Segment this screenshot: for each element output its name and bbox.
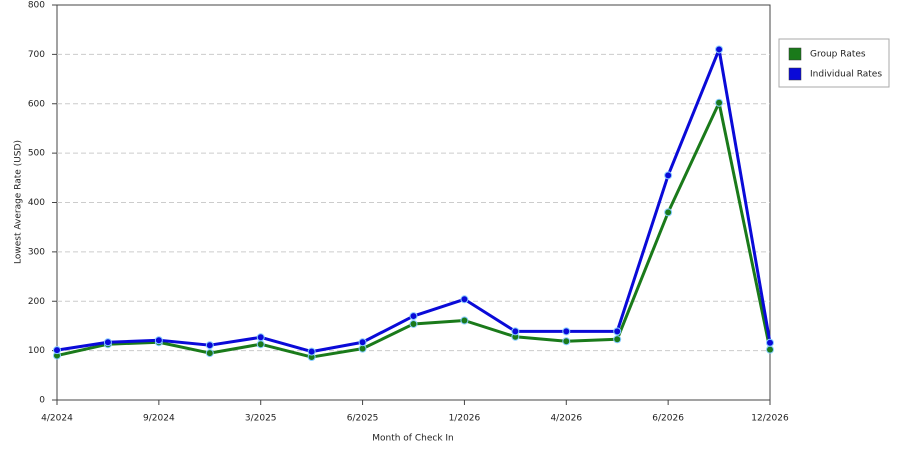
data-point [766, 338, 774, 347]
x-tick-label: 1/2026 [449, 414, 481, 424]
y-tick-label: 300 [28, 247, 45, 257]
data-point [562, 337, 571, 346]
legend-swatch [788, 47, 802, 61]
x-tick-label: 4/2026 [550, 414, 582, 424]
x-axis-label: Month of Check In [372, 434, 454, 444]
data-point [511, 327, 520, 336]
y-tick-label: 0 [39, 396, 45, 406]
x-tick-label: 6/2026 [652, 414, 684, 424]
data-point [205, 349, 214, 358]
data-point [154, 336, 163, 345]
data-point [715, 45, 724, 54]
x-tick-label: 4/2024 [41, 414, 73, 424]
series-line [56, 47, 772, 354]
y-axis-label: Lowest Average Rate (USD) [14, 140, 24, 264]
y-tick-label: 500 [28, 149, 45, 159]
data-point [664, 208, 673, 217]
data-point [103, 338, 112, 347]
data-point [766, 345, 774, 354]
y-tick-label: 800 [28, 1, 45, 11]
x-tick-label: 9/2024 [143, 414, 175, 424]
data-point [664, 171, 673, 180]
legend-swatch [788, 67, 802, 81]
data-point [256, 333, 265, 342]
x-tick-label: 3/2025 [245, 414, 277, 424]
data-point [205, 341, 214, 350]
data-point [409, 319, 418, 328]
legend-label: Group Rates [810, 50, 866, 60]
legend-label: Individual Rates [810, 70, 882, 80]
y-tick-label: 100 [28, 346, 45, 356]
y-tick-label: 200 [28, 297, 45, 307]
data-point [307, 347, 316, 356]
y-tick-label: 700 [28, 50, 45, 60]
data-point [715, 98, 724, 107]
y-tick-label: 600 [28, 99, 45, 109]
data-point [613, 335, 622, 344]
x-tick-label: 12/2026 [751, 414, 789, 424]
x-tick-label: 6/2025 [347, 414, 379, 424]
data-point [460, 295, 469, 304]
y-tick-label: 400 [28, 198, 45, 208]
data-point [256, 340, 265, 349]
data-point [53, 346, 61, 355]
data-point [409, 312, 418, 321]
data-point [562, 327, 571, 336]
data-point [358, 338, 367, 347]
data-point [613, 327, 622, 336]
data-point [460, 316, 469, 325]
